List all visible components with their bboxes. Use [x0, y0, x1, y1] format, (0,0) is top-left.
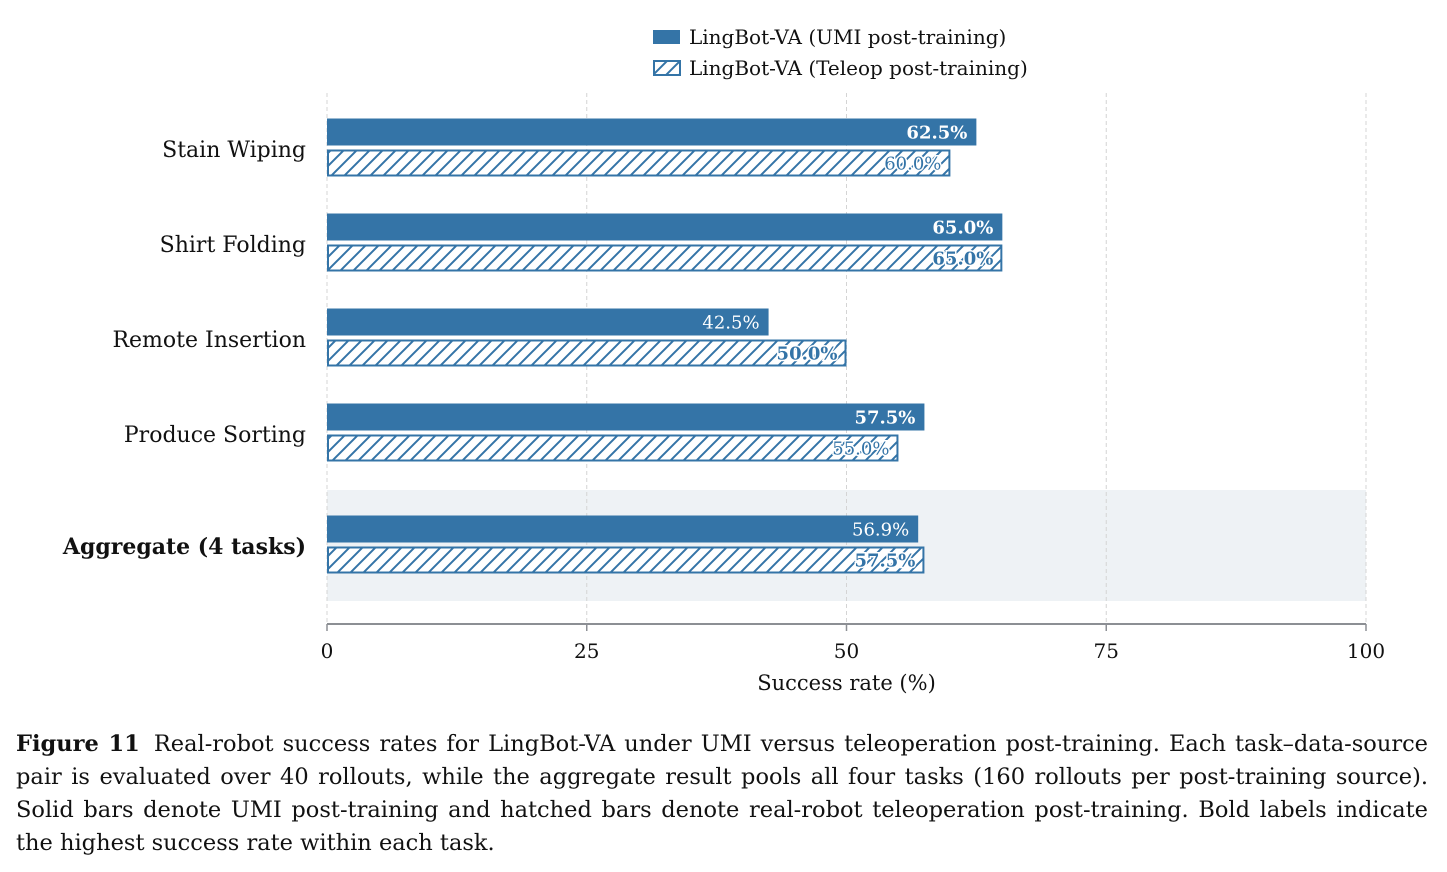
- bar-teleop-value-label: 65.0%: [932, 249, 993, 270]
- category-label: Stain Wiping: [162, 138, 306, 163]
- bar-teleop: [327, 339, 847, 367]
- caption-label: Figure 11: [16, 731, 140, 757]
- bar-teleop: [327, 434, 899, 462]
- bar-umi: [327, 515, 919, 543]
- bar-teleop-value-label: 50.0%: [777, 344, 838, 365]
- x-axis-title: Success rate (%): [757, 671, 936, 695]
- x-tick-label: 50: [834, 639, 859, 663]
- legend-label: LingBot-VA (Teleop post-training): [689, 56, 1028, 80]
- caption-text: Real-robot success rates for LingBot-VA …: [16, 731, 1428, 856]
- legend-swatch-hatched: [653, 60, 681, 76]
- bar-teleop-value-label: 55.0%: [832, 439, 889, 460]
- bar-teleop: [327, 149, 951, 177]
- bar-umi-value-label: 62.5%: [906, 123, 967, 144]
- bar-teleop-value-label: 57.5%: [854, 551, 915, 572]
- category-label: Produce Sorting: [124, 423, 306, 448]
- legend-swatch-solid: [653, 30, 680, 44]
- bar-teleop: [327, 244, 1003, 272]
- bar-umi: [327, 308, 769, 336]
- bar-umi: [327, 118, 977, 146]
- category-label: Remote Insertion: [112, 328, 306, 353]
- category-label: Shirt Folding: [160, 233, 306, 258]
- bar-umi-value-label: 56.9%: [852, 520, 909, 541]
- bar-umi-value-label: 42.5%: [702, 313, 759, 334]
- bar-teleop-value-label: 60.0%: [884, 154, 941, 175]
- x-tick-label: 100: [1347, 639, 1385, 663]
- bar-umi: [327, 403, 925, 431]
- figure-caption: Figure 11 Real-robot success rates for Li…: [16, 728, 1428, 860]
- x-tick-label: 75: [1094, 639, 1119, 663]
- category-label: Aggregate (4 tasks): [62, 534, 306, 560]
- bar-umi: [327, 213, 1003, 241]
- legend-label: LingBot-VA (UMI post-training): [689, 25, 1006, 49]
- bar-umi-value-label: 57.5%: [854, 408, 915, 429]
- bar-teleop: [327, 546, 925, 574]
- bar-umi-value-label: 65.0%: [932, 218, 993, 239]
- x-tick-label: 0: [321, 639, 334, 663]
- x-tick-label: 25: [574, 639, 599, 663]
- bar-chart: 62.5% 60.0% Stain Wiping 65.0% 65.0% Shirt Fo…: [62, 25, 1385, 695]
